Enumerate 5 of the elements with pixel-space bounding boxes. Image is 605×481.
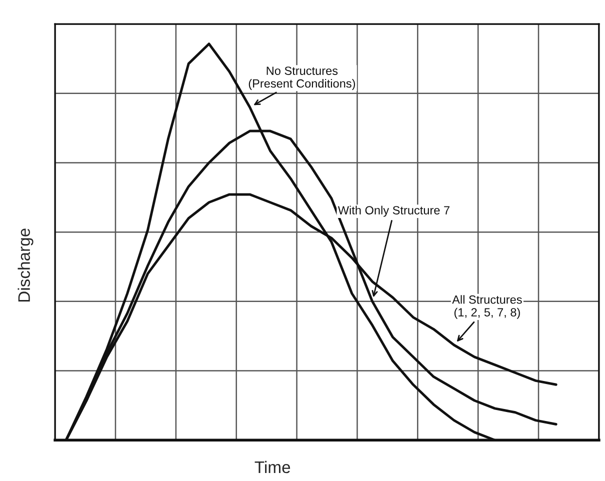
series-label: With Only Structure 7 [338, 206, 450, 217]
x-axis-title: Time [254, 460, 290, 474]
series-label: All Structures (1, 2, 5, 7, 8) [452, 295, 522, 319]
series-label: No Structures (Present Conditions) [248, 66, 356, 90]
y-axis-title: Discharge [18, 228, 34, 302]
